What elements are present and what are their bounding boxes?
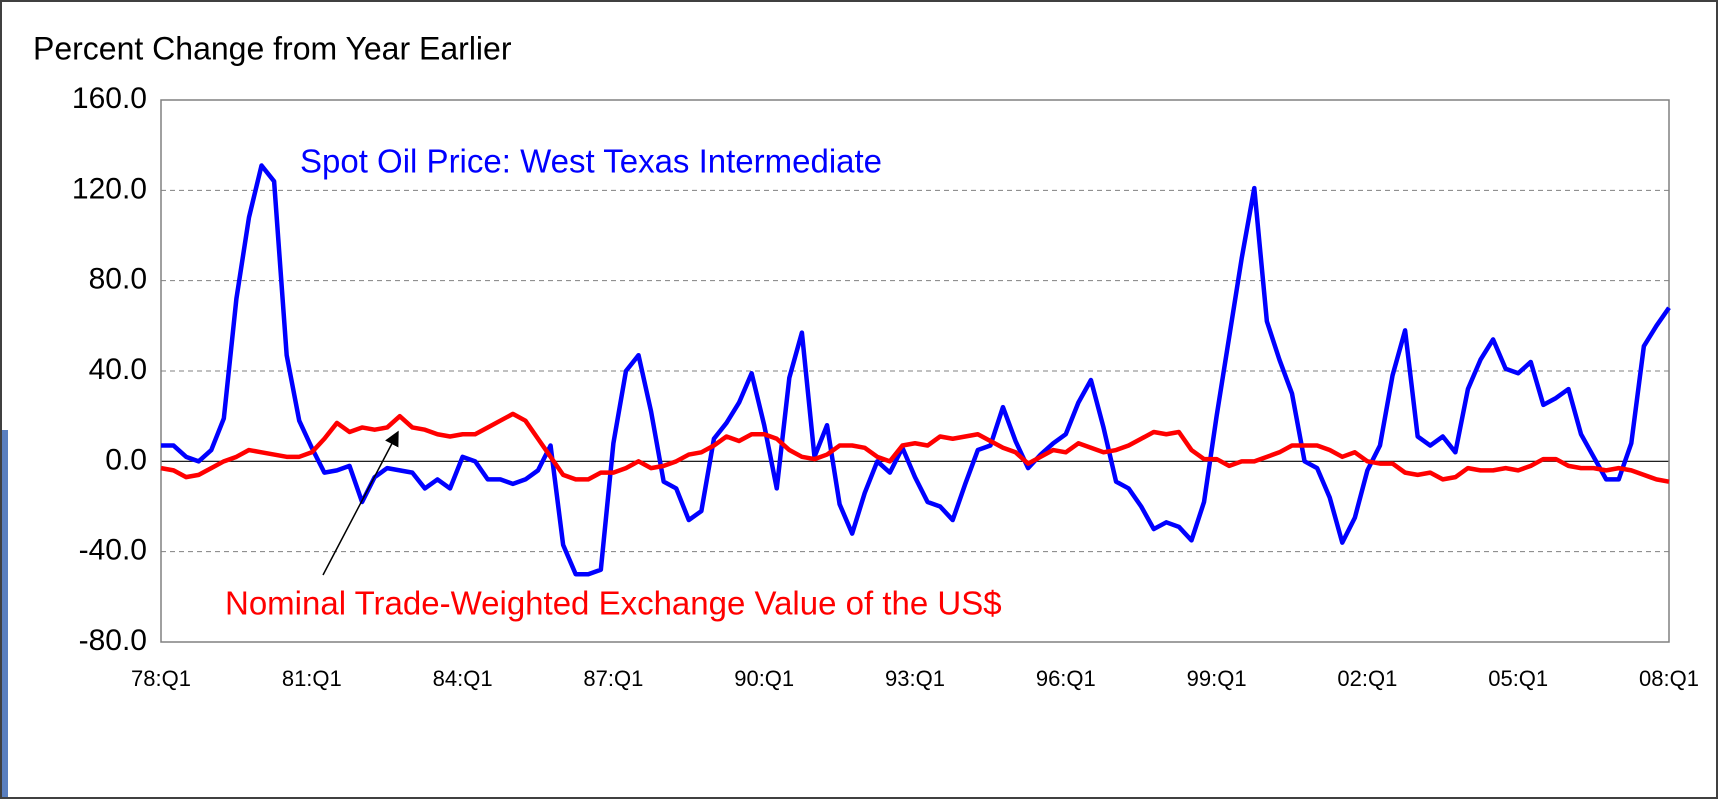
annotation-arrow bbox=[322, 430, 399, 576]
lines bbox=[160, 163, 1671, 577]
series-line bbox=[160, 411, 1670, 484]
x-tick-label: 87:Q1 bbox=[583, 666, 643, 691]
axis-title: Percent Change from Year Earlier bbox=[33, 30, 512, 66]
plot-area bbox=[160, 99, 1670, 643]
series-label: Nominal Trade-Weighted Exchange Value of… bbox=[225, 585, 1002, 622]
x-tick-label: 08:Q1 bbox=[1639, 666, 1699, 691]
series-line bbox=[161, 163, 1671, 577]
x-tick-label: 90:Q1 bbox=[734, 666, 794, 691]
y-tick-label: 80.0 bbox=[89, 263, 147, 296]
grid bbox=[161, 99, 1669, 643]
x-tick-label: 81:Q1 bbox=[282, 666, 342, 691]
x-tick-label: 84:Q1 bbox=[433, 666, 493, 691]
x-tick-label: 02:Q1 bbox=[1337, 666, 1397, 691]
slide-edge bbox=[0, 430, 8, 799]
x-tick-label: 99:Q1 bbox=[1187, 666, 1247, 691]
y-tick-label: 120.0 bbox=[72, 172, 147, 205]
y-tick-label: 0.0 bbox=[105, 443, 147, 476]
x-tick-label: 78:Q1 bbox=[131, 666, 191, 691]
x-tick-label: 93:Q1 bbox=[885, 666, 945, 691]
series-label: Spot Oil Price: West Texas Intermediate bbox=[300, 143, 882, 180]
x-tick-label: 05:Q1 bbox=[1488, 666, 1548, 691]
y-tick-label: 40.0 bbox=[89, 353, 147, 386]
y-tick-label: -40.0 bbox=[79, 534, 147, 567]
y-tick-label: 160.0 bbox=[72, 82, 147, 115]
y-tick-label: -80.0 bbox=[79, 624, 147, 657]
x-tick-label: 96:Q1 bbox=[1036, 666, 1096, 691]
